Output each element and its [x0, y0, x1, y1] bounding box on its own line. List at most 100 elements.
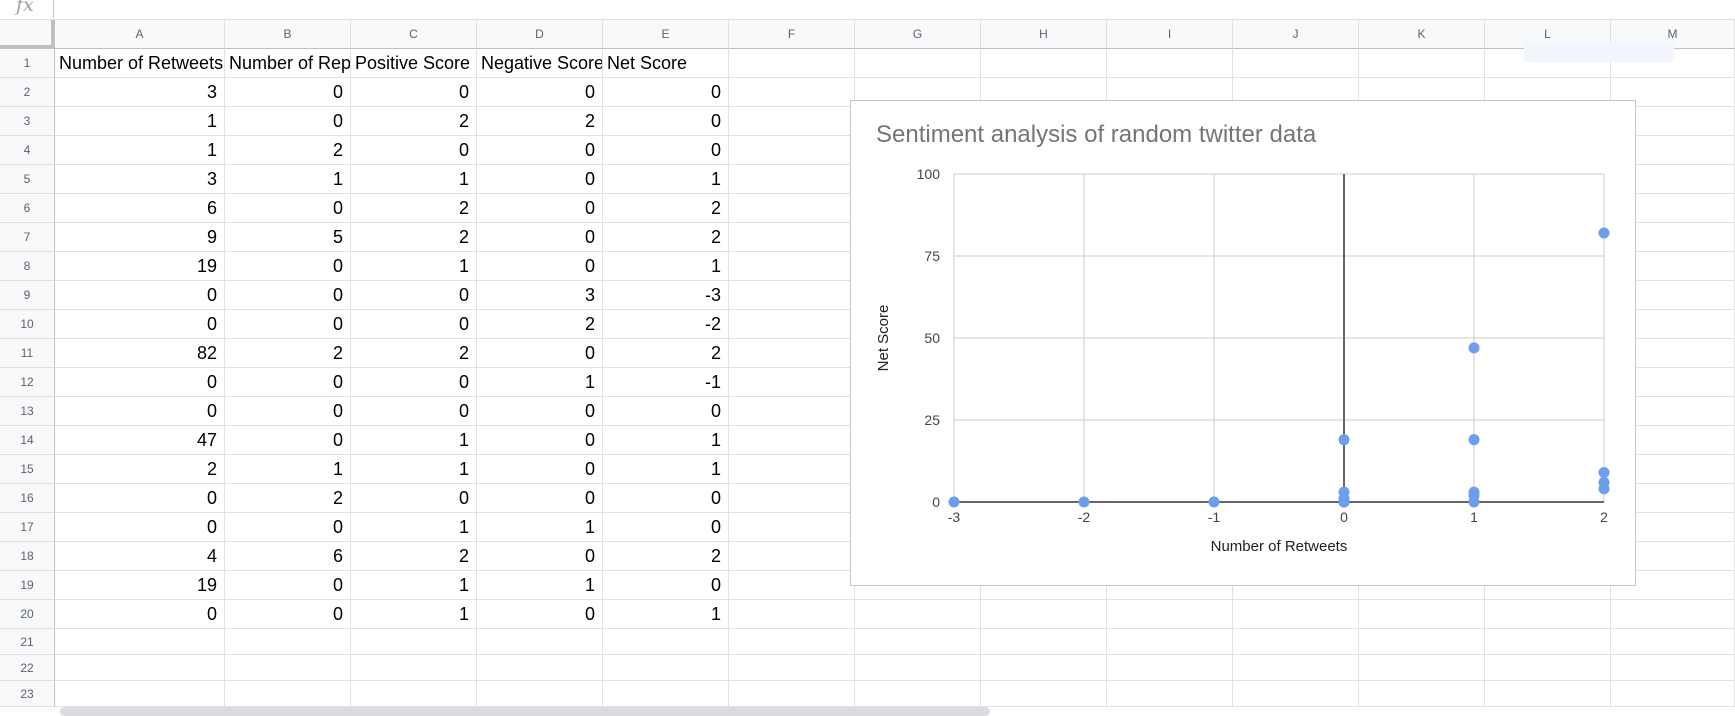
empty-cell[interactable] [1485, 629, 1611, 655]
empty-cell[interactable] [729, 310, 855, 339]
data-cell[interactable]: 1 [603, 426, 729, 455]
data-cell[interactable]: 0 [225, 600, 351, 629]
data-cell[interactable]: 0 [225, 571, 351, 600]
data-cell[interactable]: 2 [55, 455, 225, 484]
data-cell[interactable]: 19 [55, 571, 225, 600]
data-cell[interactable]: 0 [477, 397, 603, 426]
data-cell[interactable]: 0 [55, 397, 225, 426]
empty-cell[interactable] [1107, 49, 1233, 78]
empty-cell[interactable] [729, 681, 855, 707]
row-header-5[interactable]: 5 [0, 165, 55, 194]
data-cell[interactable]: 6 [225, 542, 351, 571]
empty-cell[interactable] [1107, 600, 1233, 629]
data-cell[interactable]: 0 [603, 78, 729, 107]
empty-cell[interactable] [603, 629, 729, 655]
data-cell[interactable]: 0 [225, 78, 351, 107]
empty-cell[interactable] [225, 655, 351, 681]
row-header-2[interactable]: 2 [0, 78, 55, 107]
data-cell[interactable]: 2 [225, 484, 351, 513]
empty-cell[interactable] [1233, 600, 1359, 629]
empty-cell[interactable] [1107, 655, 1233, 681]
data-cell[interactable]: 2 [603, 194, 729, 223]
row-header-19[interactable]: 19 [0, 571, 55, 600]
data-cell[interactable]: 0 [351, 484, 477, 513]
data-cell[interactable]: 1 [603, 455, 729, 484]
empty-cell[interactable] [981, 600, 1107, 629]
data-cell[interactable]: 0 [603, 513, 729, 542]
empty-cell[interactable] [351, 681, 477, 707]
empty-cell[interactable] [729, 368, 855, 397]
row-header-15[interactable]: 15 [0, 455, 55, 484]
empty-cell[interactable] [729, 223, 855, 252]
header-cell[interactable]: Number of Retweets [55, 49, 225, 78]
row-header-13[interactable]: 13 [0, 397, 55, 426]
data-cell[interactable]: 0 [55, 484, 225, 513]
column-header-j[interactable]: J [1233, 20, 1359, 49]
data-cell[interactable]: 1 [603, 600, 729, 629]
column-header-c[interactable]: C [351, 20, 477, 49]
data-cell[interactable]: 0 [351, 368, 477, 397]
data-cell[interactable]: 1 [351, 600, 477, 629]
data-cell[interactable]: 0 [477, 223, 603, 252]
empty-cell[interactable] [1611, 600, 1735, 629]
empty-cell[interactable] [603, 681, 729, 707]
empty-cell[interactable] [225, 629, 351, 655]
column-header-e[interactable]: E [603, 20, 729, 49]
empty-cell[interactable] [729, 542, 855, 571]
empty-cell[interactable] [981, 49, 1107, 78]
empty-cell[interactable] [1359, 681, 1485, 707]
empty-cell[interactable] [351, 629, 477, 655]
empty-cell[interactable] [729, 484, 855, 513]
data-cell[interactable]: 0 [351, 78, 477, 107]
data-cell[interactable]: 6 [55, 194, 225, 223]
empty-cell[interactable] [855, 681, 981, 707]
column-header-b[interactable]: B [225, 20, 351, 49]
empty-cell[interactable] [351, 655, 477, 681]
empty-cell[interactable] [729, 252, 855, 281]
data-cell[interactable]: 0 [477, 165, 603, 194]
row-header-8[interactable]: 8 [0, 252, 55, 281]
row-header-17[interactable]: 17 [0, 513, 55, 542]
row-header-22[interactable]: 22 [0, 655, 55, 681]
data-cell[interactable]: 2 [351, 542, 477, 571]
data-cell[interactable]: 2 [477, 107, 603, 136]
data-cell[interactable]: 3 [55, 165, 225, 194]
data-cell[interactable]: 0 [55, 600, 225, 629]
row-header-14[interactable]: 14 [0, 426, 55, 455]
data-cell[interactable]: 47 [55, 426, 225, 455]
data-cell[interactable]: 0 [55, 513, 225, 542]
row-header-21[interactable]: 21 [0, 629, 55, 655]
data-cell[interactable]: 0 [477, 194, 603, 223]
data-cell[interactable]: 0 [225, 426, 351, 455]
empty-cell[interactable] [729, 629, 855, 655]
empty-cell[interactable] [55, 629, 225, 655]
column-header-k[interactable]: K [1359, 20, 1485, 49]
formula-bar[interactable]: fx [0, 0, 1735, 20]
empty-cell[interactable] [981, 629, 1107, 655]
data-cell[interactable]: 1 [351, 426, 477, 455]
empty-cell[interactable] [855, 49, 981, 78]
data-cell[interactable]: 1 [225, 165, 351, 194]
empty-cell[interactable] [729, 571, 855, 600]
data-cell[interactable]: 1 [477, 513, 603, 542]
data-cell[interactable]: 2 [603, 339, 729, 368]
data-cell[interactable]: 1 [603, 252, 729, 281]
data-cell[interactable]: 4 [55, 542, 225, 571]
data-cell[interactable]: 1 [477, 368, 603, 397]
empty-cell[interactable] [1107, 681, 1233, 707]
empty-cell[interactable] [729, 49, 855, 78]
data-cell[interactable]: 1 [351, 455, 477, 484]
data-cell[interactable]: 3 [477, 281, 603, 310]
data-cell[interactable]: 0 [477, 339, 603, 368]
empty-cell[interactable] [729, 397, 855, 426]
column-header-g[interactable]: G [855, 20, 981, 49]
empty-cell[interactable] [55, 655, 225, 681]
header-cell[interactable]: Net Score [603, 49, 729, 78]
column-header-i[interactable]: I [1107, 20, 1233, 49]
data-cell[interactable]: 0 [477, 136, 603, 165]
data-cell[interactable]: 0 [477, 600, 603, 629]
data-cell[interactable]: 0 [351, 281, 477, 310]
empty-cell[interactable] [729, 600, 855, 629]
empty-cell[interactable] [729, 165, 855, 194]
empty-cell[interactable] [1611, 655, 1735, 681]
